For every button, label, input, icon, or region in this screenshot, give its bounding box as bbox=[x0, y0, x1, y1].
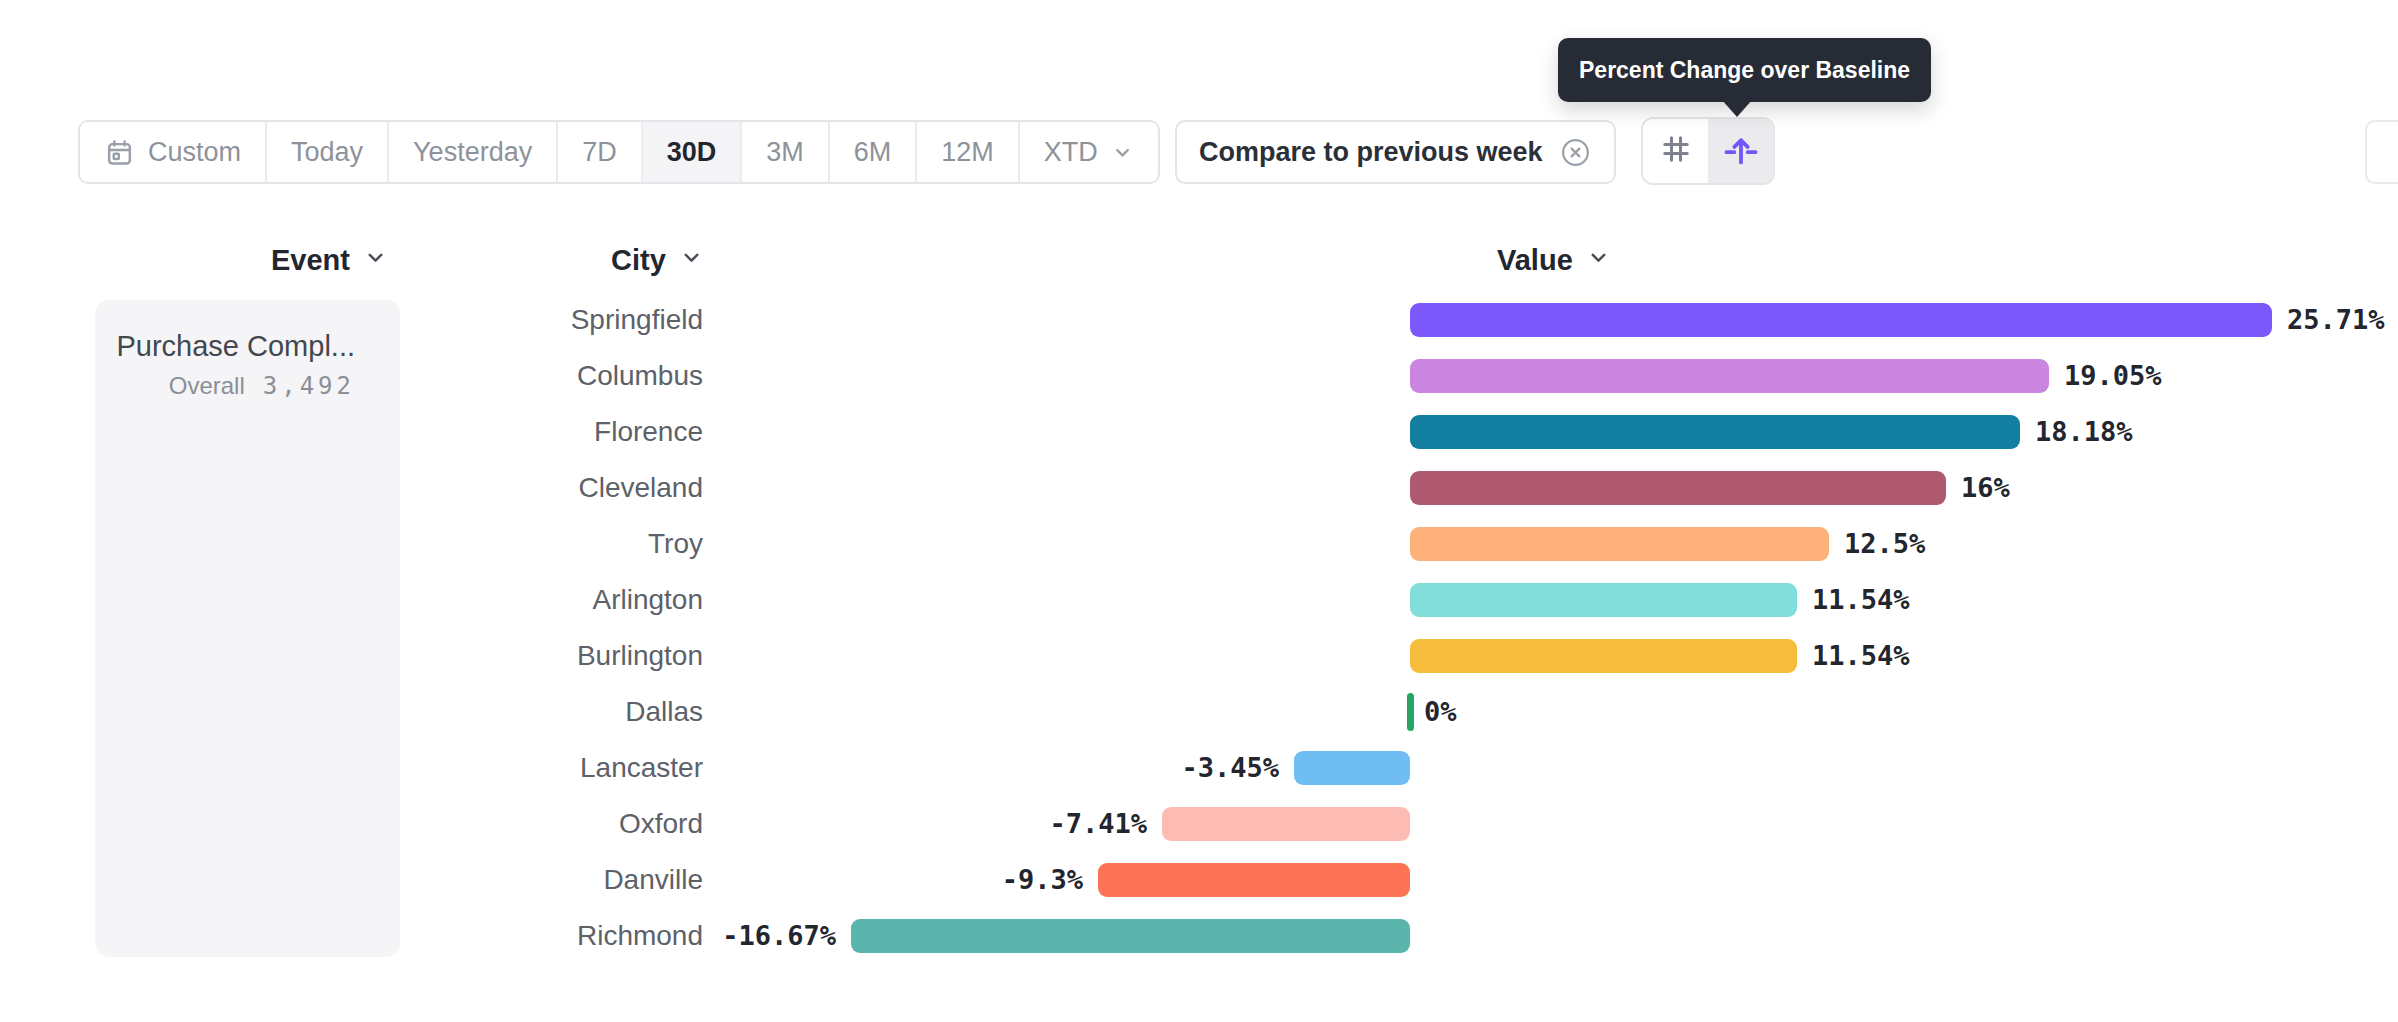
tooltip-arrow bbox=[1722, 100, 1752, 117]
value-label: -16.67% bbox=[722, 908, 836, 964]
column-header-city[interactable]: City bbox=[611, 244, 704, 277]
percent-change-toggle-button[interactable] bbox=[1708, 119, 1773, 183]
toolbar: CustomTodayYesterday7D30D3M6M12MXTD Comp… bbox=[78, 120, 1160, 184]
value-bar[interactable] bbox=[1410, 583, 1797, 617]
city-label: Oxford bbox=[0, 796, 703, 852]
calendar-icon bbox=[104, 137, 135, 168]
overflow-button-partial[interactable] bbox=[2365, 120, 2398, 184]
city-label: Cleveland bbox=[0, 460, 703, 516]
zero-tick[interactable] bbox=[1407, 693, 1414, 731]
value-bar[interactable] bbox=[1410, 639, 1797, 673]
chart-row: Florence 18.18% bbox=[0, 404, 2398, 460]
value-label: -9.3% bbox=[1002, 852, 1083, 908]
column-header-label: Event bbox=[271, 244, 350, 277]
hash-icon bbox=[1658, 131, 1694, 171]
date-button-label: 6M bbox=[854, 137, 892, 168]
chart-row: Cleveland 16% bbox=[0, 460, 2398, 516]
date-button-custom[interactable]: Custom bbox=[80, 122, 267, 182]
city-label: Arlington bbox=[0, 572, 703, 628]
chart-row: Arlington 11.54% bbox=[0, 572, 2398, 628]
date-button-label: Custom bbox=[148, 137, 241, 168]
city-label: Troy bbox=[0, 516, 703, 572]
value-bar[interactable] bbox=[1410, 471, 1946, 505]
value-label: 25.71% bbox=[2287, 292, 2385, 348]
city-label: Danville bbox=[0, 852, 703, 908]
value-label: 11.54% bbox=[1812, 572, 1910, 628]
date-button-12m[interactable]: 12M bbox=[917, 122, 1020, 182]
value-label: 0% bbox=[1424, 684, 1457, 740]
value-label: -3.45% bbox=[1181, 740, 1279, 796]
chart-row: Dallas 0% bbox=[0, 684, 2398, 740]
column-header-label: Value bbox=[1497, 244, 1573, 277]
compare-chip[interactable]: Compare to previous week bbox=[1175, 120, 1616, 184]
chevron-down-icon bbox=[363, 244, 388, 277]
date-button-xtd[interactable]: XTD bbox=[1020, 122, 1158, 182]
chevron-down-icon bbox=[679, 244, 704, 277]
value-bar[interactable] bbox=[1410, 527, 1829, 561]
column-header-value[interactable]: Value bbox=[1497, 244, 1611, 277]
date-button-6m[interactable]: 6M bbox=[830, 122, 918, 182]
value-bar[interactable] bbox=[1410, 359, 2049, 393]
bar-chart: Springfield 25.71% Columbus 19.05% Flore… bbox=[0, 292, 2398, 964]
date-button-7d[interactable]: 7D bbox=[558, 122, 643, 182]
value-bar[interactable] bbox=[1410, 303, 2272, 337]
circle-x-icon[interactable] bbox=[1559, 136, 1592, 169]
city-label: Dallas bbox=[0, 684, 703, 740]
arrow-up-baseline-icon bbox=[1722, 130, 1760, 172]
value-label: 16% bbox=[1961, 460, 2010, 516]
compare-chip-label: Compare to previous week bbox=[1199, 137, 1543, 168]
display-toggle bbox=[1641, 117, 1775, 185]
column-header-event[interactable]: Event bbox=[271, 244, 388, 277]
date-button-label: 7D bbox=[582, 137, 617, 168]
value-label: 12.5% bbox=[1844, 516, 1925, 572]
city-label: Florence bbox=[0, 404, 703, 460]
date-button-today[interactable]: Today bbox=[267, 122, 389, 182]
column-header-label: City bbox=[611, 244, 666, 277]
date-button-label: 30D bbox=[667, 137, 717, 168]
value-label: -7.41% bbox=[1049, 796, 1147, 852]
value-bar[interactable] bbox=[1162, 807, 1410, 841]
date-button-yesterday[interactable]: Yesterday bbox=[389, 122, 558, 182]
value-bar[interactable] bbox=[1098, 863, 1410, 897]
date-range-group: Custom Today Yesterday 7D 30D 3M 6M 12M XTD bbox=[78, 120, 1160, 184]
date-button-3m[interactable]: 3M bbox=[742, 122, 830, 182]
city-label: Columbus bbox=[0, 348, 703, 404]
city-label: Lancaster bbox=[0, 740, 703, 796]
city-label: Springfield bbox=[0, 292, 703, 348]
tooltip-text: Percent Change over Baseline bbox=[1579, 57, 1910, 84]
value-label: 11.54% bbox=[1812, 628, 1910, 684]
chart-row: Springfield 25.71% bbox=[0, 292, 2398, 348]
value-bar[interactable] bbox=[1410, 415, 2020, 449]
chart-row: Oxford -7.41% bbox=[0, 796, 2398, 852]
chart-row: Columbus 19.05% bbox=[0, 348, 2398, 404]
value-label: 19.05% bbox=[2064, 348, 2162, 404]
date-button-label: Today bbox=[291, 137, 363, 168]
value-label: 18.18% bbox=[2035, 404, 2133, 460]
numbers-toggle-button[interactable] bbox=[1643, 119, 1708, 183]
date-button-label: XTD bbox=[1044, 137, 1098, 168]
chart-row: Danville -9.3% bbox=[0, 852, 2398, 908]
city-label: Burlington bbox=[0, 628, 703, 684]
value-bar[interactable] bbox=[851, 919, 1410, 953]
chart-row: Lancaster -3.45% bbox=[0, 740, 2398, 796]
chart-row: Troy 12.5% bbox=[0, 516, 2398, 572]
date-button-30d[interactable]: 30D bbox=[643, 122, 743, 182]
chart-row: Richmond -16.67% bbox=[0, 908, 2398, 964]
date-button-label: 12M bbox=[941, 137, 994, 168]
city-label: Richmond bbox=[0, 908, 703, 964]
value-bar[interactable] bbox=[1294, 751, 1410, 785]
chevron-down-icon bbox=[1111, 141, 1134, 164]
date-button-label: 3M bbox=[766, 137, 804, 168]
date-button-label: Yesterday bbox=[413, 137, 532, 168]
tooltip: Percent Change over Baseline bbox=[1558, 38, 1931, 102]
chevron-down-icon bbox=[1586, 244, 1611, 277]
chart-row: Burlington 11.54% bbox=[0, 628, 2398, 684]
